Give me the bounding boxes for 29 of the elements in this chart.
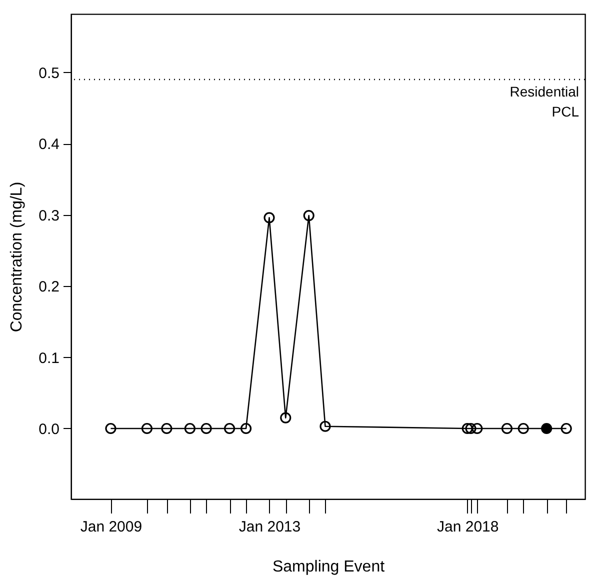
point: [200, 422, 212, 434]
point: [462, 422, 473, 434]
point: [465, 422, 476, 434]
point: [105, 422, 116, 434]
point: [161, 422, 172, 434]
y-tick-label: 0.3: [38, 207, 60, 224]
point: [303, 210, 314, 222]
x-tick-label: Jan 2009: [80, 518, 142, 536]
point: [184, 422, 196, 434]
point: [518, 422, 529, 434]
point: [501, 422, 513, 434]
point: [560, 422, 572, 434]
y-tick-label: 0.2: [38, 278, 60, 296]
point: [264, 212, 275, 224]
point: [320, 420, 331, 432]
x-tick-label: Jan 2018: [437, 518, 499, 536]
point: [240, 422, 252, 434]
y-tick-label: 0.5: [38, 64, 60, 82]
y-tick-label: 0.1: [38, 350, 60, 367]
y-tick-label: 0.4: [38, 136, 60, 154]
point: [224, 422, 236, 434]
y-tick-label: 0.0: [38, 420, 60, 438]
x-axis-title: Sampling Event: [272, 558, 386, 576]
point: [141, 422, 152, 434]
y-axis-title: Concentration (mg/L): [8, 182, 26, 332]
point: [280, 412, 292, 424]
point: [472, 422, 483, 434]
ref-line-label: Residential PCL: [510, 84, 580, 120]
x-tick-label: Jan 2013: [238, 518, 301, 536]
